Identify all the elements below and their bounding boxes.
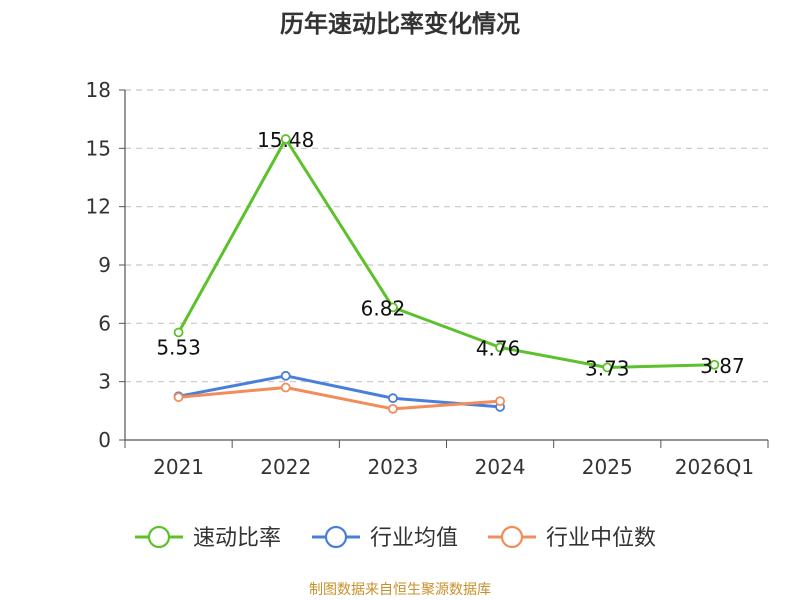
legend-item-2: 行业中位数 bbox=[488, 525, 656, 551]
series-line-1 bbox=[177, 374, 502, 409]
data-point-0-3 bbox=[495, 342, 505, 353]
legend-item-1: 行业均值 bbox=[312, 525, 458, 551]
data-label-5: 3.87 bbox=[700, 354, 745, 378]
data-label-4: 3.73 bbox=[585, 356, 630, 380]
data-point-2-2 bbox=[388, 403, 398, 414]
legend-marker-1 bbox=[324, 525, 348, 549]
series-lines bbox=[173, 134, 720, 414]
data-label-3: 4.76 bbox=[476, 336, 521, 360]
data-point-1-2 bbox=[388, 393, 398, 404]
legend-item-0: 速动比率 bbox=[135, 525, 281, 551]
x-tick-label-1: 2022 bbox=[260, 455, 311, 479]
data-point-0-5 bbox=[709, 359, 720, 370]
x-tick-label-0: 2021 bbox=[153, 455, 204, 479]
data-label-0: 5.53 bbox=[156, 335, 201, 359]
y-tick-label-2: 6 bbox=[98, 311, 111, 335]
x-tick-label-5: 2026Q1 bbox=[675, 455, 754, 479]
data-point-2-1 bbox=[280, 382, 291, 393]
y-tick-label-0: 0 bbox=[98, 428, 111, 452]
axes: 0 3 6 9 12 15 18 2021 2022 2023 2024 2025 2026Q1 bbox=[86, 78, 769, 479]
y-tick-label-5: 15 bbox=[86, 136, 111, 160]
data-point-2-0 bbox=[173, 392, 184, 403]
y-tick-label-6: 18 bbox=[86, 78, 111, 102]
y-tick-label-1: 3 bbox=[98, 370, 111, 394]
data-point-0-2 bbox=[388, 302, 398, 313]
x-tick-label-4: 2025 bbox=[582, 455, 633, 479]
series-line-2 bbox=[177, 386, 502, 411]
legend: 速动比率 行业均值 行业中位数 bbox=[135, 525, 656, 551]
data-labels: 5.53 15.48 6.82 4.76 3.73 3.87 bbox=[156, 128, 744, 380]
data-label-2: 6.82 bbox=[361, 296, 406, 320]
data-point-0-4 bbox=[602, 362, 613, 373]
data-label-1: 15.48 bbox=[257, 128, 314, 152]
legend-marker-0 bbox=[147, 525, 171, 549]
source-note: 制图数据来自恒生聚源数据库 bbox=[309, 582, 491, 598]
x-tick-label-2: 2023 bbox=[367, 455, 418, 479]
x-tick-label-3: 2024 bbox=[475, 455, 526, 479]
data-point-0-0 bbox=[173, 327, 184, 338]
legend-label-1: 行业均值 bbox=[370, 526, 458, 551]
data-point-2-3 bbox=[495, 396, 505, 407]
series-line-0 bbox=[177, 137, 716, 369]
chart-title: 历年速动比率变化情况 bbox=[280, 10, 520, 38]
data-point-1-1 bbox=[280, 370, 291, 381]
legend-label-0: 速动比率 bbox=[193, 526, 281, 551]
y-tick-label-4: 12 bbox=[86, 195, 111, 219]
legend-label-2: 行业中位数 bbox=[546, 526, 656, 551]
y-tick-label-3: 9 bbox=[98, 253, 111, 277]
grid-lines bbox=[125, 89, 768, 383]
data-point-0-1 bbox=[280, 134, 291, 144]
legend-marker-2 bbox=[500, 525, 524, 549]
